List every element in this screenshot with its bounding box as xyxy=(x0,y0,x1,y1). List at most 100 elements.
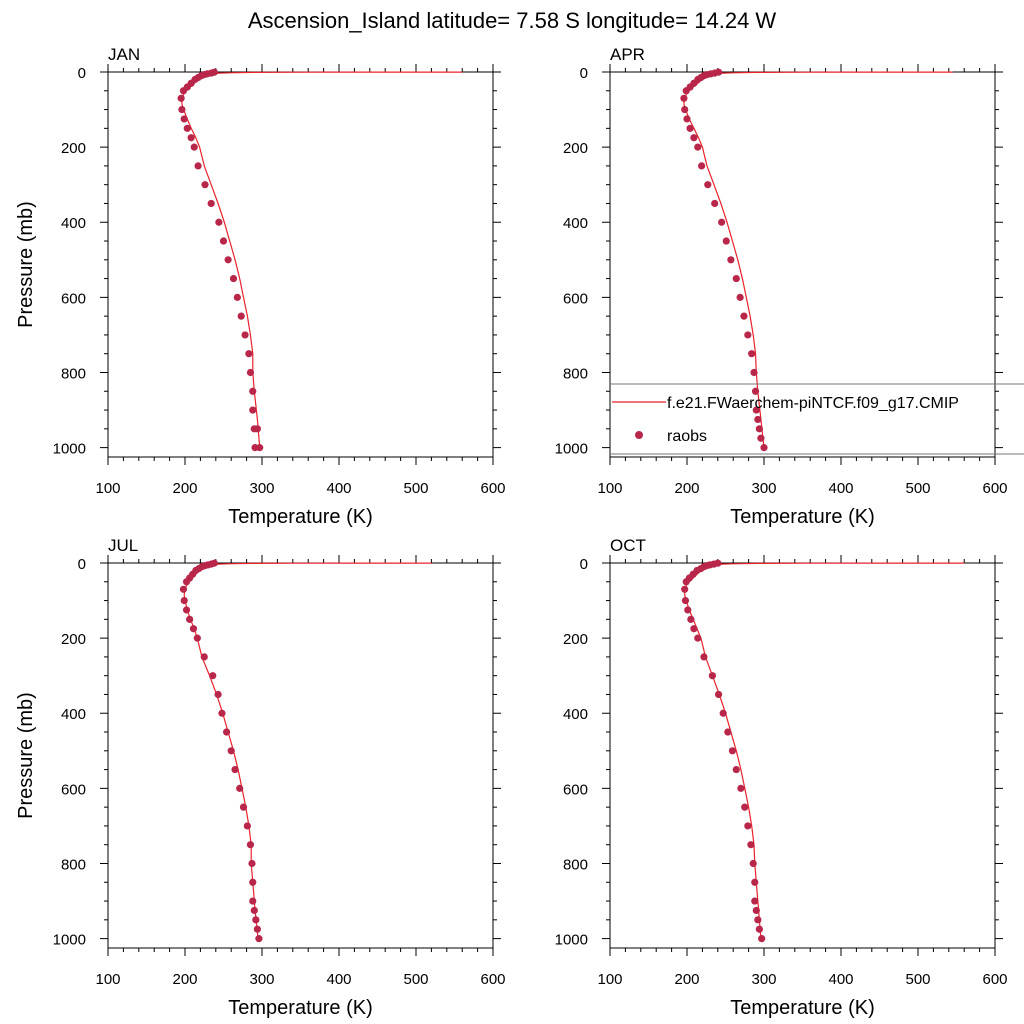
figure-title: Ascension_Island latitude= 7.58 S longit… xyxy=(248,8,777,33)
raobs-point xyxy=(229,274,238,283)
raobs-point xyxy=(218,709,226,717)
raobs-point xyxy=(758,935,766,943)
raobs-point xyxy=(741,803,749,811)
raobs-point xyxy=(224,256,232,264)
x-tick-label: 600 xyxy=(480,971,505,988)
raobs-point xyxy=(690,625,698,633)
legend-obs-swatch xyxy=(635,431,643,439)
x-tick-label: 300 xyxy=(249,971,274,988)
x-tick-label: 100 xyxy=(597,480,622,497)
y-tick-label: 800 xyxy=(61,365,86,382)
panel-label: APR xyxy=(610,45,645,64)
model-profile-line xyxy=(684,562,965,939)
raobs-point xyxy=(737,784,745,792)
x-tick-label: 300 xyxy=(249,480,274,497)
y-tick-label: 600 xyxy=(61,290,86,307)
raobs-point xyxy=(751,878,759,886)
y-tick-label: 400 xyxy=(61,706,86,723)
x-tick-label: 500 xyxy=(403,971,428,988)
chart-panel-jul: JUL 0 200 400 600 800 1000 100 200 300 400 500 600 Te… xyxy=(15,536,506,1019)
model-profile-line xyxy=(183,562,432,939)
x-tick-label: 400 xyxy=(828,480,853,497)
raobs-point xyxy=(194,162,202,170)
x-axis-label: Temperature (K) xyxy=(228,997,373,1019)
raobs-point xyxy=(754,415,762,424)
y-tick-label: 800 xyxy=(563,856,588,873)
raobs-point xyxy=(249,406,257,414)
chart-panel-jan: JAN 0 200 400 600 800 1000 100 200 300 400 500 600 Te… xyxy=(15,45,506,528)
raobs-point xyxy=(200,653,208,661)
raobs-point xyxy=(681,596,690,605)
legend-obs-label: raobs xyxy=(667,428,707,445)
raobs-point xyxy=(219,237,228,245)
panel-label: JUL xyxy=(108,536,138,555)
y-tick-label: 0 xyxy=(580,65,588,82)
y-tick-label: 800 xyxy=(61,856,86,873)
y-tick-label: 1000 xyxy=(53,441,86,458)
raobs-point xyxy=(728,747,737,755)
raobs-point xyxy=(718,218,726,226)
raobs-point xyxy=(714,690,723,699)
raobs-point xyxy=(231,765,239,774)
x-tick-label: 100 xyxy=(95,971,120,988)
x-tick-label: 400 xyxy=(326,971,351,988)
raobs-point xyxy=(682,578,690,586)
x-tick-label: 300 xyxy=(751,480,776,497)
y-tick-label: 600 xyxy=(563,290,588,307)
raobs-point xyxy=(239,803,248,811)
raobs-point xyxy=(732,765,740,774)
y-tick-label: 600 xyxy=(61,781,86,798)
raobs-point xyxy=(180,596,188,605)
model-profile-line xyxy=(683,71,953,448)
raobs-point xyxy=(243,822,251,830)
raobs-point xyxy=(749,859,757,868)
raobs-point xyxy=(182,606,191,614)
x-axis-label: Temperature (K) xyxy=(228,506,373,528)
y-tick-label: 200 xyxy=(563,140,588,157)
x-tick-label: 600 xyxy=(480,480,505,497)
raobs-point xyxy=(193,634,201,642)
raobs-point xyxy=(755,925,763,933)
y-axis-label: Pressure (mb) xyxy=(15,692,37,819)
y-tick-label: 1000 xyxy=(555,932,588,949)
model-profile-line xyxy=(181,71,463,448)
raobs-point xyxy=(752,906,760,915)
raobs-point xyxy=(748,350,756,358)
raobs-point xyxy=(190,143,198,151)
raobs-point xyxy=(241,331,249,339)
raobs-point xyxy=(708,672,717,680)
x-tick-label: 400 xyxy=(326,480,351,497)
raobs-point xyxy=(248,859,256,868)
raobs-point xyxy=(754,916,762,924)
raobs-point xyxy=(752,406,760,414)
x-tick-label: 500 xyxy=(905,480,930,497)
raobs-point xyxy=(182,578,191,586)
raobs-point xyxy=(682,87,690,95)
raobs-point xyxy=(751,387,760,395)
raobs-point xyxy=(256,444,264,452)
y-tick-label: 200 xyxy=(61,140,86,157)
raobs-point xyxy=(750,368,758,377)
x-tick-label: 100 xyxy=(95,480,120,497)
raobs-point xyxy=(757,434,765,442)
plot-frame xyxy=(107,562,494,949)
x-tick-label: 400 xyxy=(828,971,853,988)
raobs-point xyxy=(253,425,261,433)
x-tick-label: 500 xyxy=(905,971,930,988)
raobs-point xyxy=(186,615,194,623)
y-tick-label: 0 xyxy=(580,556,588,573)
raobs-point xyxy=(222,728,231,736)
y-tick-label: 400 xyxy=(61,215,86,232)
raobs-point xyxy=(681,105,689,114)
raobs-point xyxy=(178,105,186,114)
raobs-point xyxy=(711,199,719,208)
raobs-point xyxy=(245,350,253,358)
raobs-point xyxy=(700,653,708,661)
raobs-point xyxy=(189,625,198,633)
raobs-point xyxy=(252,916,260,924)
y-tick-label: 0 xyxy=(78,556,86,573)
raobs-point xyxy=(246,841,255,849)
legend-model-label: f.e21.FWaerchem-piNTCF.f09_g17.CMIP xyxy=(667,395,959,412)
raobs-point xyxy=(698,162,706,170)
x-tick-label: 600 xyxy=(982,971,1007,988)
